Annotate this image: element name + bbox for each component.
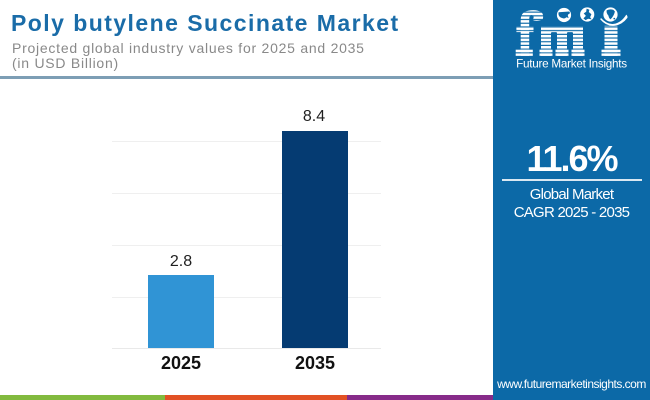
svg-text:Future Market Insights: Future Market Insights — [516, 58, 627, 71]
